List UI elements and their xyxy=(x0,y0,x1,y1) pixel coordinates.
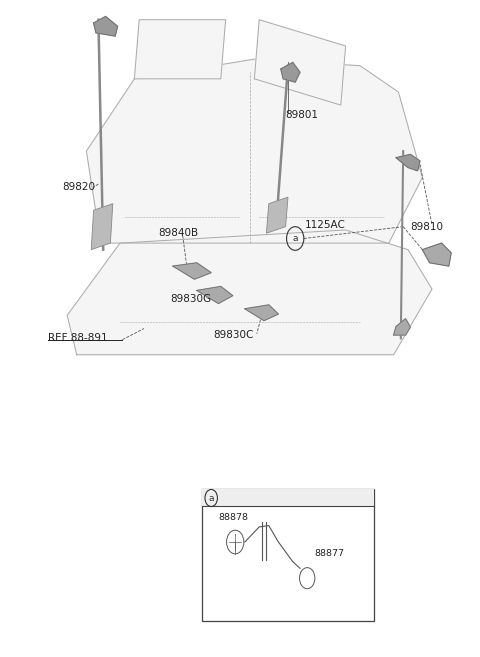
Polygon shape xyxy=(197,286,233,304)
Text: 89820: 89820 xyxy=(62,182,96,193)
Text: 89830C: 89830C xyxy=(214,330,254,340)
Polygon shape xyxy=(67,230,432,355)
Polygon shape xyxy=(281,62,300,82)
Polygon shape xyxy=(245,305,278,321)
Polygon shape xyxy=(396,154,420,171)
Text: 88878: 88878 xyxy=(218,513,249,522)
Polygon shape xyxy=(91,204,113,250)
Text: 1125AC: 1125AC xyxy=(305,220,346,231)
FancyBboxPatch shape xyxy=(202,489,374,506)
Polygon shape xyxy=(422,243,451,266)
FancyBboxPatch shape xyxy=(202,489,374,621)
Polygon shape xyxy=(254,20,346,105)
Polygon shape xyxy=(134,20,226,79)
Text: REF 88-891: REF 88-891 xyxy=(48,333,108,344)
Text: 89840B: 89840B xyxy=(158,228,199,238)
Polygon shape xyxy=(394,319,410,335)
Text: 89801: 89801 xyxy=(286,110,319,120)
Polygon shape xyxy=(94,16,118,36)
Polygon shape xyxy=(86,59,422,243)
Text: 89830G: 89830G xyxy=(170,294,212,304)
Polygon shape xyxy=(266,197,288,233)
Polygon shape xyxy=(173,263,211,279)
Text: a: a xyxy=(292,234,298,243)
Text: 89810: 89810 xyxy=(410,221,444,232)
Text: 88877: 88877 xyxy=(314,549,345,558)
Text: a: a xyxy=(208,493,214,503)
